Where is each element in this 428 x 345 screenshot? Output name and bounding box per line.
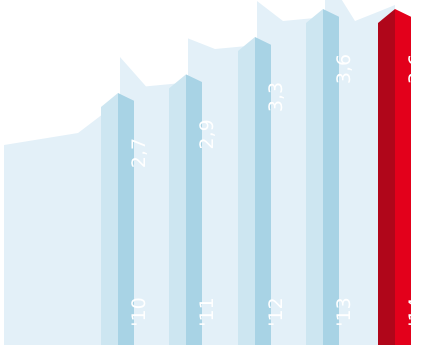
year-label-11: '11 [196,297,218,326]
bar-side-11 [169,74,186,345]
bar-side-10 [101,93,118,345]
bar-14 [395,9,411,345]
bars [101,9,411,345]
value-label-10: 2,7 [128,138,150,168]
bar-side-12 [238,37,255,345]
value-label-13: 3,6 [333,54,355,84]
year-label-13: '13 [333,297,355,326]
bar-10 [118,93,134,345]
bar-13 [323,9,339,345]
bar-side-14 [378,9,395,345]
value-label-14: 3,6 [405,54,427,84]
year-label-14: '14 [405,297,427,326]
value-label-11: 2,9 [196,119,218,149]
bar-11 [186,74,202,345]
value-label-12: 3,3 [265,82,287,112]
bar-12 [255,37,271,345]
year-label-10: '10 [128,297,150,326]
labels: 2,7 '10 2,9 '11 3,3 '12 3,6 '13 3,6 '14 [128,54,427,327]
bar-side-13 [306,9,323,345]
year-label-12: '12 [265,297,287,326]
